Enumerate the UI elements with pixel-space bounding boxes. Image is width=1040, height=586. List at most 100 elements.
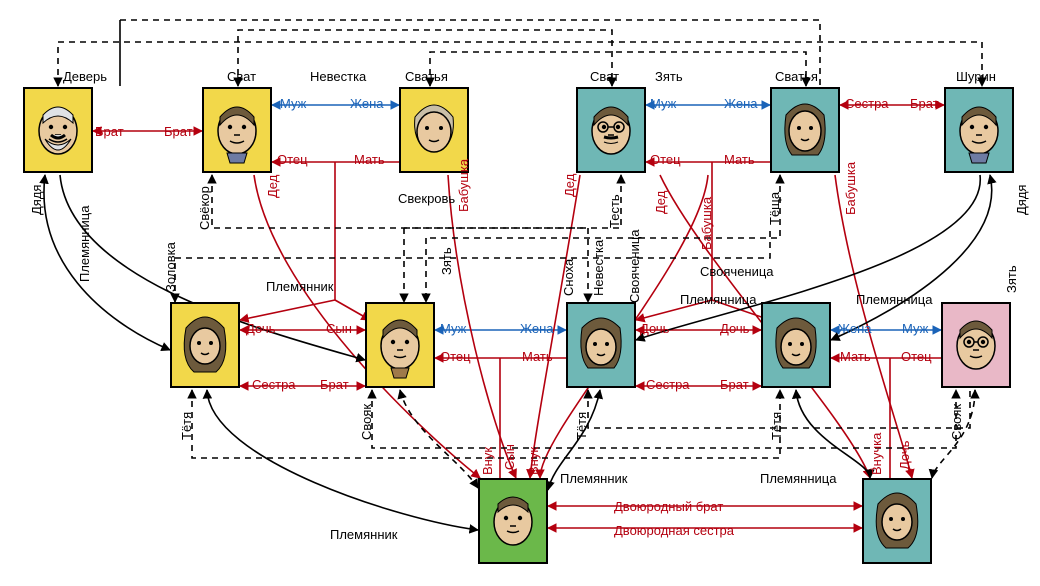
kinship-label: Муж (902, 322, 928, 335)
kinship-label: Отец (901, 350, 932, 363)
kinship-label: Зять (1005, 265, 1018, 293)
kinship-label: Жена (724, 97, 757, 110)
kinship-edge (835, 175, 912, 478)
kinship-label: Сват (227, 70, 256, 83)
kinship-label: Отец (650, 153, 681, 166)
kinship-label: Мать (522, 350, 553, 363)
kinship-edge (831, 358, 941, 478)
kinship-label: Дядя (1015, 185, 1028, 215)
kinship-edge (192, 390, 780, 458)
kinship-label: Свояченица (700, 265, 774, 278)
kinship-label: Брат (164, 125, 193, 138)
kinship-edge (932, 390, 975, 478)
person-p12 (478, 478, 548, 564)
person-p13 (862, 478, 932, 564)
kinship-label: Тётя (575, 412, 588, 440)
kinship-label: Племянница (680, 293, 756, 306)
kinship-label: Мать (840, 350, 871, 363)
person-p4 (576, 87, 646, 173)
kinship-label: Зять (655, 70, 683, 83)
kinship-label: Внук (481, 447, 494, 475)
person-p1 (23, 87, 93, 173)
kinship-label: Внук (527, 447, 540, 475)
kinship-label: Невестка (310, 70, 366, 83)
kinship-label: Сестра (646, 378, 690, 391)
kinship-label: Бабушка (844, 162, 857, 215)
kinship-edge (58, 42, 982, 86)
kinship-label: Сестра (252, 378, 296, 391)
kinship-label: Бабушка (700, 197, 713, 250)
kinship-label: Шурин (956, 70, 996, 83)
person-p5 (770, 87, 840, 173)
person-p3 (399, 87, 469, 173)
kinship-label: Муж (280, 97, 306, 110)
kinship-label: Жена (520, 322, 553, 335)
kinship-label: Двоюродная сестра (614, 524, 734, 537)
kinship-label: Мать (354, 153, 385, 166)
kinship-label: Тётя (180, 412, 193, 440)
kinship-label: Сын (326, 322, 352, 335)
kinship-label: Тёща (768, 192, 781, 225)
kinship-label: Тётя (770, 412, 783, 440)
kinship-label: Мать (724, 153, 755, 166)
kinship-label: Отец (277, 153, 308, 166)
person-p8 (365, 302, 435, 388)
kinship-label: Сын (503, 444, 516, 470)
kinship-label: Сноха (562, 259, 575, 296)
kinship-edge (238, 30, 612, 86)
kinship-label: Племянник (330, 528, 397, 541)
kinship-edge (175, 228, 770, 302)
kinship-label: Дед (563, 174, 576, 197)
kinship-edge (272, 162, 399, 300)
kinship-label: Брат (910, 97, 939, 110)
kinship-label: Сестра (845, 97, 889, 110)
kinship-edge (430, 52, 806, 86)
kinship-label: Брат (320, 378, 349, 391)
kinship-edge (646, 162, 770, 300)
kinship-edge (435, 358, 566, 478)
kinship-label: Жена (838, 322, 871, 335)
kinship-label: Свояченица (628, 229, 641, 303)
person-p2 (202, 87, 272, 173)
kinship-label: Деверь (63, 70, 107, 83)
kinship-edge (400, 390, 478, 488)
kinship-label: Племянница (760, 472, 836, 485)
person-p11 (941, 302, 1011, 388)
kinship-edge (404, 175, 621, 302)
kinship-edge (796, 390, 870, 478)
kinship-label: Свёкор (198, 186, 211, 230)
kinship-label: Муж (650, 97, 676, 110)
kinship-label: Дочь (246, 322, 275, 335)
kinship-label: Невестка (592, 240, 605, 296)
kinship-label: Сватья (775, 70, 818, 83)
kinship-label: Племянник (560, 472, 627, 485)
kinship-edge (212, 175, 588, 302)
kinship-label: Брат (95, 125, 124, 138)
kinship-diagram: ДеверьСватНевесткаСватьяСватЗятьСватьяШу… (0, 0, 1040, 586)
kinship-label: Муж (440, 322, 466, 335)
kinship-edge (240, 300, 335, 320)
kinship-edge (636, 300, 712, 320)
kinship-edge (372, 390, 956, 448)
kinship-label: Отец (440, 350, 471, 363)
kinship-label: Брат (720, 378, 749, 391)
kinship-label: Сват (590, 70, 619, 83)
kinship-label: Племянница (78, 206, 91, 282)
kinship-edge (44, 175, 170, 350)
person-p9 (566, 302, 636, 388)
kinship-label: Племянник (266, 280, 333, 293)
kinship-label: Жена (350, 97, 383, 110)
person-p10 (761, 302, 831, 388)
kinship-label: Свояк (950, 404, 963, 440)
kinship-label: Дочь (720, 322, 749, 335)
kinship-label: Внучка (870, 433, 883, 475)
kinship-label: Племянница (856, 293, 932, 306)
kinship-label: Зять (440, 247, 453, 275)
kinship-edge (448, 175, 516, 478)
kinship-edge (548, 390, 600, 490)
kinship-edge (120, 20, 820, 86)
kinship-edge (207, 390, 478, 530)
kinship-label: Дед (654, 191, 667, 214)
kinship-label: Дочь (640, 322, 669, 335)
person-p6 (944, 87, 1014, 173)
